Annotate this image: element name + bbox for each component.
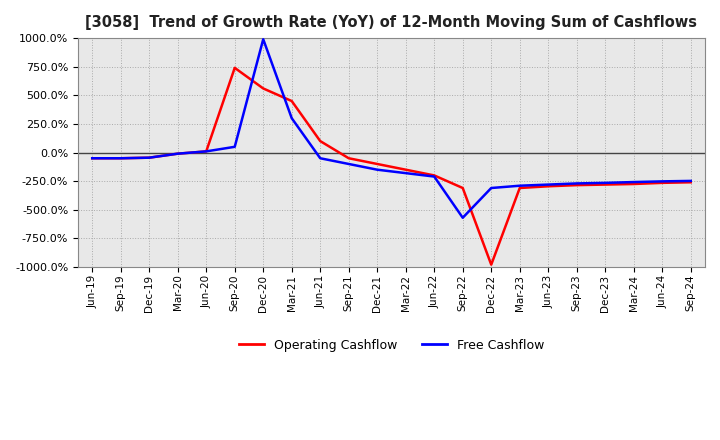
Title: [3058]  Trend of Growth Rate (YoY) of 12-Month Moving Sum of Cashflows: [3058] Trend of Growth Rate (YoY) of 12-… <box>86 15 698 30</box>
Legend: Operating Cashflow, Free Cashflow: Operating Cashflow, Free Cashflow <box>233 334 549 357</box>
